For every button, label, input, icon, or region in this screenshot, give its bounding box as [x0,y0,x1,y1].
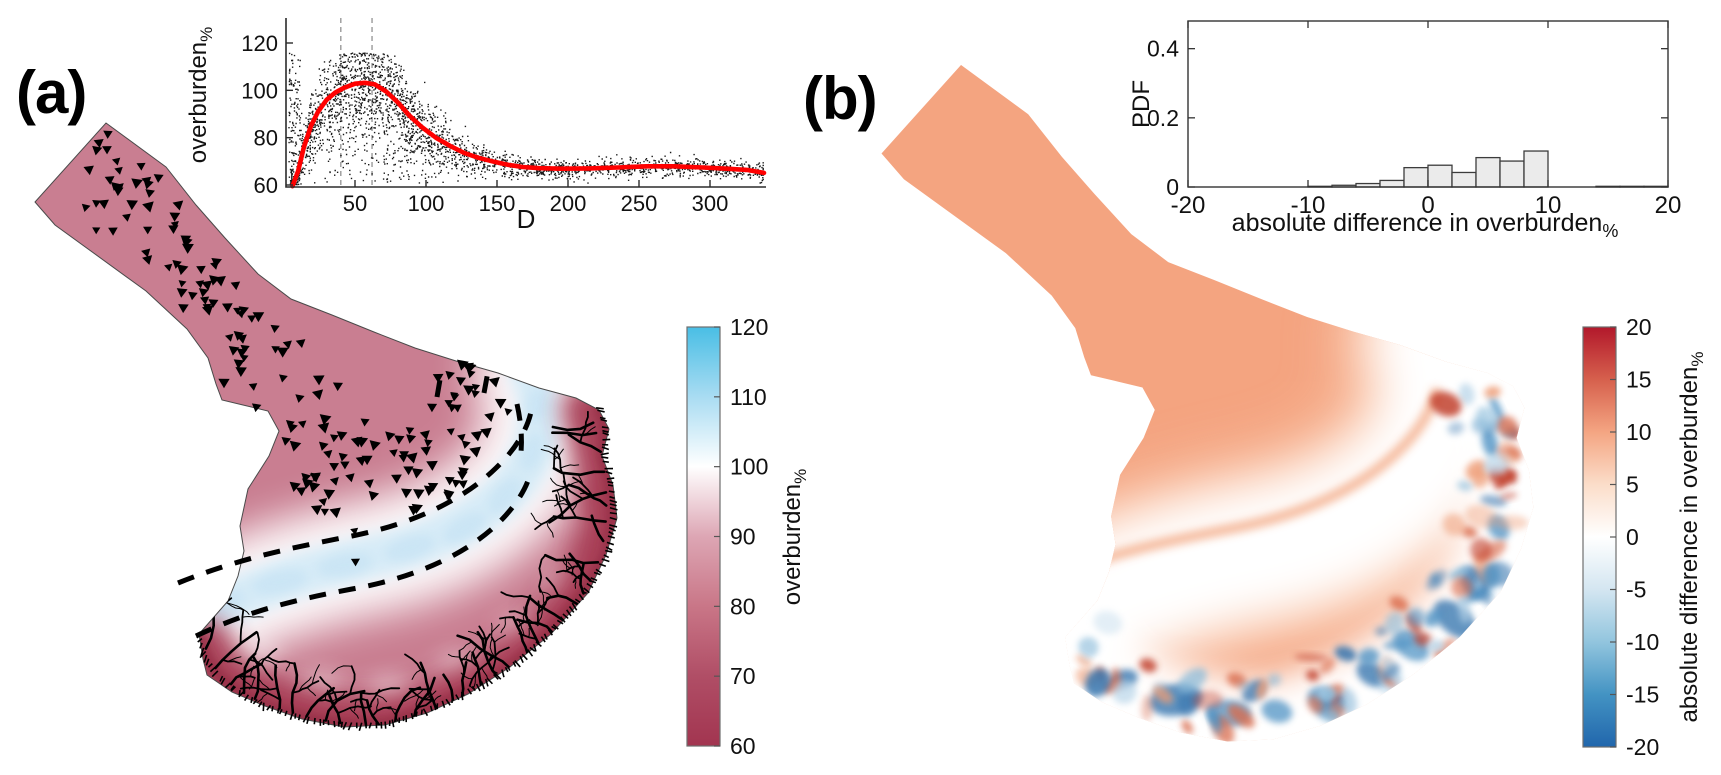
inset-a-xlabel: D [517,204,536,234]
svg-text:0: 0 [1626,524,1639,550]
svg-text:0: 0 [1421,192,1434,219]
svg-text:10: 10 [1626,419,1652,445]
map-a-drainage-channels [204,410,608,727]
svg-text:90: 90 [730,524,756,550]
svg-text:110: 110 [730,384,767,410]
svg-text:-20: -20 [1626,734,1659,760]
svg-text:300: 300 [692,191,729,216]
map-a-triangle-markers [81,130,513,567]
svg-text:250: 250 [621,191,658,216]
histogram-bar [1475,156,1501,188]
histogram-bar [1451,171,1477,188]
inset-b-ylabel: PDF [1128,80,1155,128]
histogram-bar [1499,160,1525,188]
histogram-bar [1379,179,1405,188]
map-a-overburden [34,122,618,731]
fit-curve [290,80,767,189]
map-b-fill [881,64,1534,742]
svg-text:-10: -10 [1626,629,1659,655]
colorbar-a: overburden% 120 110 100 90 80 70 60 [686,314,810,759]
colorbar-b: absolute difference in overburden% 20 15 1… [1582,314,1707,760]
svg-text:0.2: 0.2 [1147,105,1179,131]
colorbar-a-scale: 120 110 100 90 80 70 60 [686,314,768,759]
map-a-margin-hairs [196,407,618,731]
map-b-faint-arc [1039,387,1442,585]
svg-text:120: 120 [241,31,278,56]
svg-text:50: 50 [343,191,367,216]
svg-text:10: 10 [1535,192,1562,219]
colorbar-b-label: absolute difference in overburden% [1676,352,1707,723]
colorbar-b-scale: 20 15 10 5 0 -5 -10 -15 -20 [1582,314,1659,760]
svg-text:5: 5 [1626,472,1639,498]
svg-text:-15: -15 [1626,682,1659,708]
histogram-bar [1427,164,1453,188]
map-b-difference [881,64,1534,742]
map-b-mottled-patches [1075,383,1529,742]
scatter-points [288,52,764,186]
svg-text:200: 200 [550,191,587,216]
svg-text:15: 15 [1626,367,1652,393]
svg-text:0: 0 [1166,174,1179,200]
svg-text:80: 80 [254,126,278,151]
svg-text:20: 20 [1626,314,1652,340]
svg-text:120: 120 [730,314,768,340]
svg-text:100: 100 [408,191,445,216]
panel-a-label: (a) [16,59,87,126]
svg-text:-10: -10 [1291,192,1326,219]
inset-b-histogram: 0 0.2 0.4 -20 -10 0 10 20 PDF absolute differen… [1128,20,1682,241]
inset-a-ylabel: overburden% [185,27,216,164]
svg-text:60: 60 [254,173,278,198]
svg-text:-5: -5 [1626,577,1646,603]
histogram-bar [1403,166,1429,188]
svg-text:150: 150 [479,191,516,216]
panel-b-label: (b) [803,65,878,132]
inset-b-xlabel: absolute difference in overburden% [1232,209,1619,241]
svg-text:100: 100 [241,78,278,103]
colorbar-a-label: overburden% [779,469,810,606]
map-a-dashed-band-outline [177,365,534,639]
svg-text:70: 70 [730,663,756,689]
svg-text:-20: -20 [1171,192,1206,219]
histogram-bar [1523,150,1549,188]
svg-text:100: 100 [730,454,768,480]
svg-text:60: 60 [730,733,756,759]
svg-text:0.4: 0.4 [1147,36,1179,62]
svg-text:80: 80 [730,593,756,619]
svg-text:20: 20 [1655,192,1682,219]
